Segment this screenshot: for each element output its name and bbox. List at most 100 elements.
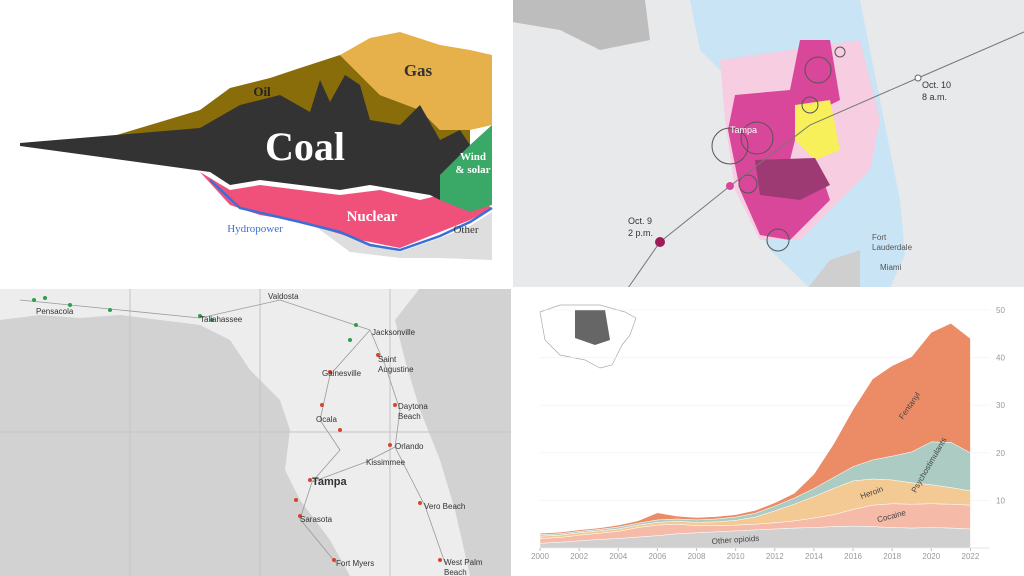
x-tick-label: 2004 bbox=[609, 552, 627, 561]
energy-panel: Oil Gas Coal Wind & solar Nuclear Hydrop… bbox=[0, 0, 512, 288]
series-label: Other opioids bbox=[711, 534, 759, 546]
rail-stops-green bbox=[32, 296, 358, 342]
stop bbox=[348, 338, 352, 342]
other-label: Other bbox=[453, 224, 478, 236]
nuclear-area bbox=[200, 172, 492, 248]
stop bbox=[418, 501, 422, 505]
city-label: Gainesville bbox=[322, 369, 362, 378]
city-label: Orlando bbox=[395, 442, 424, 451]
city-label: Sarasota bbox=[300, 515, 333, 524]
city-label: Kissimmee bbox=[366, 458, 406, 467]
nuclear-label: Nuclear bbox=[347, 209, 398, 225]
road bbox=[299, 329, 371, 564]
city-label: Saint bbox=[378, 355, 397, 364]
county-region bbox=[755, 158, 830, 200]
stop bbox=[32, 298, 36, 302]
rail-stops-red bbox=[294, 353, 442, 562]
x-tick-label: 2010 bbox=[727, 552, 745, 561]
circle bbox=[804, 56, 832, 84]
stop bbox=[320, 403, 324, 407]
city-label: Lauderdale bbox=[872, 243, 913, 252]
land bbox=[808, 250, 860, 288]
stop bbox=[328, 370, 332, 374]
stop bbox=[388, 443, 392, 447]
x-tick-label: 2018 bbox=[883, 552, 901, 561]
city-label: Beach bbox=[398, 412, 421, 421]
stop bbox=[393, 403, 397, 407]
impact-circles bbox=[711, 46, 846, 252]
circle bbox=[738, 174, 758, 194]
road bbox=[369, 329, 446, 564]
city-label: Valdosta bbox=[268, 292, 299, 301]
city-label: Beach bbox=[444, 568, 467, 576]
hydropower-label: Hydropower bbox=[227, 223, 283, 235]
road bbox=[311, 446, 396, 483]
rail-panel: Pensacola Tallahassee Valdosta Jacksonvi… bbox=[0, 288, 512, 576]
x-tick-label: 2022 bbox=[962, 552, 980, 561]
us-inset-region bbox=[575, 310, 610, 345]
city-label: Pensacola bbox=[36, 307, 74, 316]
x-tick-label: 2006 bbox=[648, 552, 666, 561]
folds bbox=[0, 288, 512, 576]
coal-area bbox=[20, 75, 470, 200]
circle bbox=[834, 46, 846, 58]
x-tick-label: 2000 bbox=[531, 552, 549, 561]
city-label: Miami bbox=[880, 263, 902, 272]
track-label: 8 a.m. bbox=[922, 92, 947, 102]
stop bbox=[332, 558, 336, 562]
y-tick-label: 20 bbox=[996, 449, 1005, 458]
circle bbox=[711, 127, 749, 165]
stop bbox=[43, 296, 47, 300]
city-label: Daytona bbox=[398, 402, 428, 411]
y-tick-label: 50 bbox=[996, 306, 1005, 315]
city-label: Vero Beach bbox=[424, 502, 465, 511]
track-label: Oct. 9 bbox=[628, 216, 652, 226]
stop bbox=[354, 323, 358, 327]
track-line bbox=[627, 31, 1024, 289]
city-label: Tampa bbox=[730, 125, 757, 135]
x-tick-label: 2020 bbox=[922, 552, 940, 561]
city-label: Augustine bbox=[378, 365, 414, 374]
stop bbox=[308, 478, 312, 482]
y-tick-label: 30 bbox=[996, 401, 1005, 410]
x-tick-label: 2014 bbox=[805, 552, 823, 561]
y-tick-label: 10 bbox=[996, 496, 1005, 505]
x-tick-label: 2008 bbox=[688, 552, 706, 561]
stream-area bbox=[539, 323, 971, 535]
track-point bbox=[726, 182, 734, 190]
city-label: Ocala bbox=[316, 415, 337, 424]
county-region bbox=[795, 100, 840, 160]
city-label: West Palm bbox=[444, 558, 483, 567]
track-label: Oct. 10 bbox=[922, 80, 951, 90]
stop bbox=[68, 303, 72, 307]
city-label: Jacksonville bbox=[372, 328, 416, 337]
x-tick-label: 2016 bbox=[844, 552, 862, 561]
track-point bbox=[655, 237, 665, 247]
city-label: Fort Myers bbox=[336, 559, 374, 568]
oil-label: Oil bbox=[253, 84, 271, 99]
city-label: Fort bbox=[872, 233, 887, 242]
circle bbox=[801, 96, 819, 114]
track-point bbox=[914, 74, 922, 82]
wind-solar-label: & solar bbox=[455, 164, 490, 176]
other-area bbox=[300, 212, 492, 260]
hurricane-panel: Oct. 10 8 a.m. Oct. 9 2 p.m. Tampa Fort … bbox=[512, 0, 1024, 289]
overdose-chart: 10 20 30 40 50 2000 2002 2004 2006 2008 2010 2012 20… bbox=[512, 288, 1024, 576]
stop bbox=[376, 353, 380, 357]
circle bbox=[740, 121, 774, 155]
city-label: Tallahassee bbox=[200, 315, 243, 324]
stop bbox=[294, 498, 298, 502]
y-tick-label: 40 bbox=[996, 354, 1005, 363]
stop bbox=[198, 314, 202, 318]
city-label: Tampa bbox=[312, 476, 348, 488]
track-label: 2 p.m. bbox=[628, 228, 653, 238]
coal-label: Coal bbox=[265, 124, 345, 169]
gas-label: Gas bbox=[404, 61, 433, 80]
stop bbox=[108, 308, 112, 312]
circle bbox=[766, 228, 790, 252]
x-tick-label: 2002 bbox=[570, 552, 588, 561]
stop bbox=[438, 558, 442, 562]
wind-solar-area bbox=[440, 125, 492, 212]
gas-area bbox=[340, 32, 492, 130]
